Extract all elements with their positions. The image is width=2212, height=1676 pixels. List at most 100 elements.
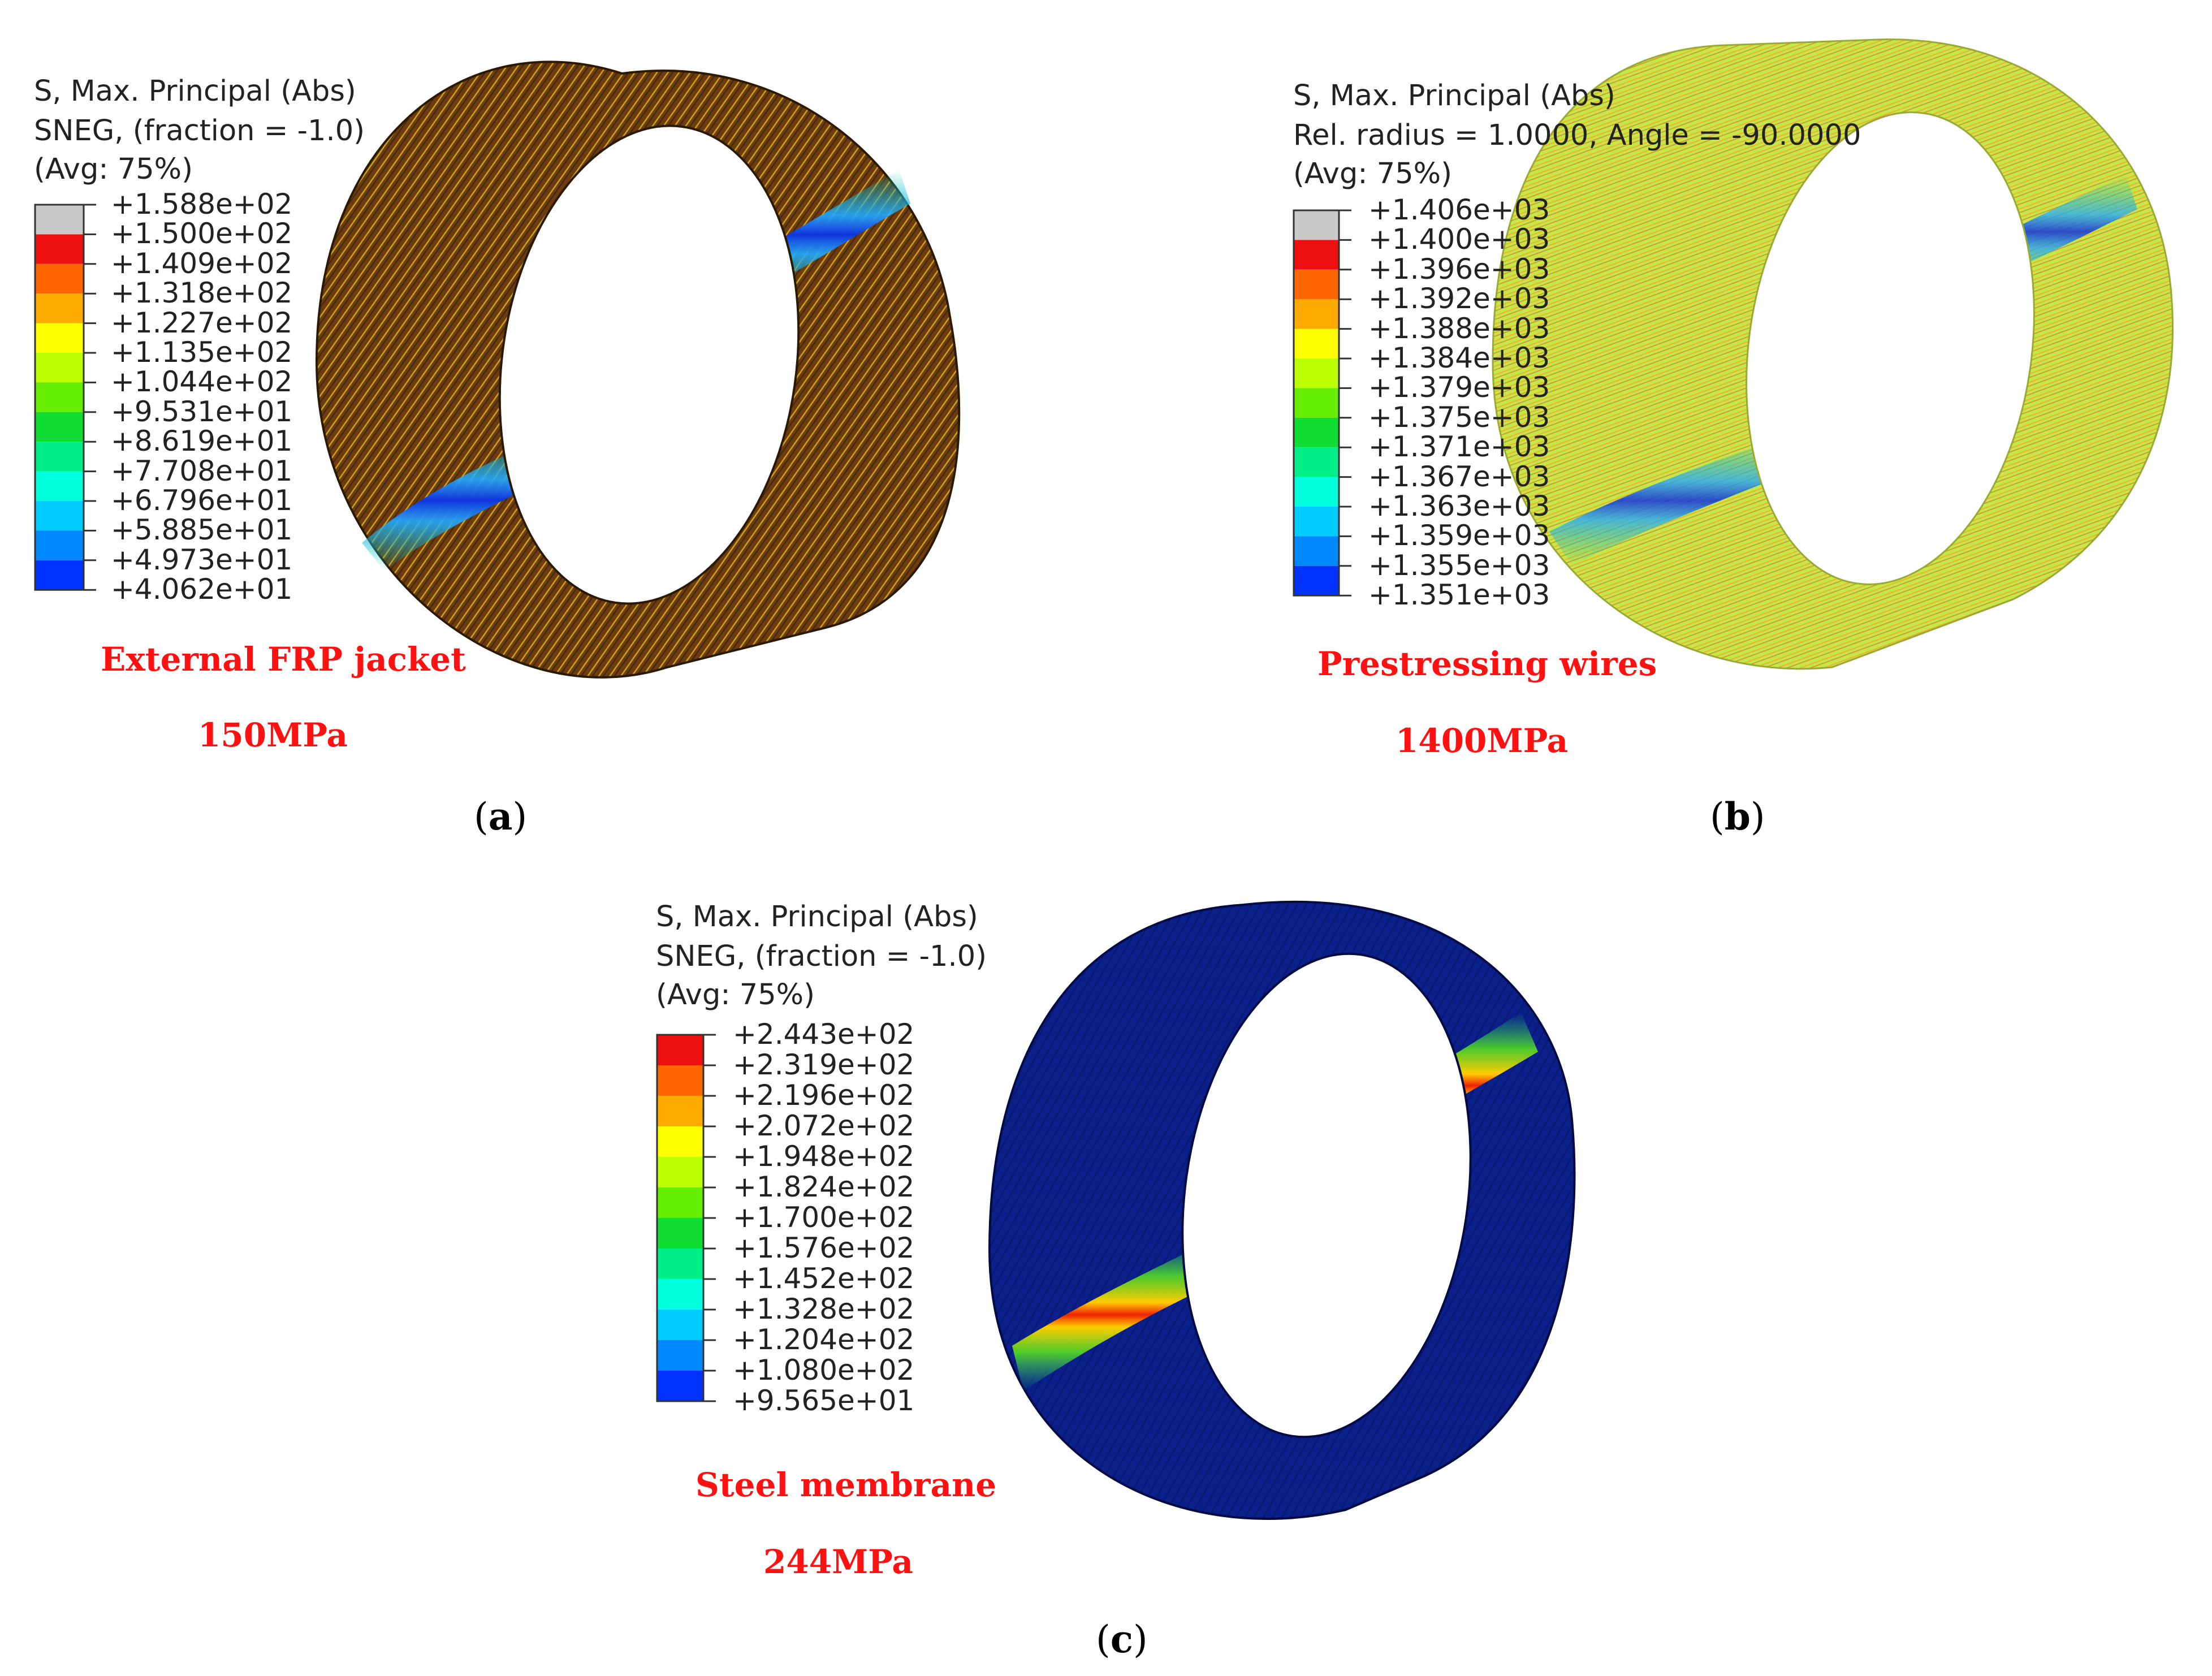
legend-tick-label: +1.363e+03 xyxy=(1368,490,1550,522)
legend-tick-label: +1.375e+03 xyxy=(1368,400,1550,434)
caption-b: (b) xyxy=(1710,794,1765,839)
legend-tick-label: +4.973e+01 xyxy=(111,543,293,576)
legend-swatch xyxy=(35,264,84,294)
legend-tick-label: +1.406e+03 xyxy=(1368,193,1550,226)
legend-tick-label: +6.796e+01 xyxy=(111,484,293,517)
legend-title-a-line2: SNEG, (fraction = -1.0) xyxy=(34,114,365,148)
legend-swatch xyxy=(1294,210,1339,240)
legend-swatch xyxy=(657,1371,703,1401)
legend-title-a-line3: (Avg: 75%) xyxy=(34,153,193,186)
legend-tick-label: +9.565e+01 xyxy=(733,1384,915,1417)
legend-swatch xyxy=(35,293,84,323)
legend-tick-label: +1.359e+03 xyxy=(1368,519,1550,552)
legend-title-b-line2: Rel. radius = 1.0000, Angle = -90.0000 xyxy=(1293,119,1861,152)
legend-swatch xyxy=(657,1218,703,1249)
prestressing-wires-cylinder xyxy=(1492,38,2174,670)
legend-swatch xyxy=(1294,329,1339,358)
legend-tick-label: +2.072e+02 xyxy=(733,1109,915,1142)
legend-swatch xyxy=(1294,240,1339,270)
legend-tick-label: +8.619e+01 xyxy=(111,425,293,458)
legend-colorbar-a xyxy=(34,204,96,591)
legend-colorbar-c xyxy=(656,1034,716,1402)
legend-swatch xyxy=(1294,507,1339,537)
legend-swatch xyxy=(1294,299,1339,329)
legend-colorbar-b xyxy=(1293,209,1351,597)
legend-title-a-line1: S, Max. Principal (Abs) xyxy=(34,75,356,108)
steel-membrane-cylinder xyxy=(988,900,1576,1521)
legend-title-c-line3: (Avg: 75%) xyxy=(656,978,815,1012)
legend-swatch xyxy=(1294,388,1339,418)
legend-tick-label: +1.318e+02 xyxy=(111,277,293,310)
legend-tick-label: +1.948e+02 xyxy=(733,1140,915,1173)
legend-tick-label: +1.044e+02 xyxy=(111,365,293,399)
legend-tick-label: +2.443e+02 xyxy=(733,1018,915,1051)
legend-swatch xyxy=(657,1157,703,1187)
max-stress-b: 1400MPa xyxy=(1396,722,1569,760)
legend-swatch xyxy=(1294,358,1339,388)
legend-swatch xyxy=(1294,477,1339,507)
legend-tick-label: +7.708e+01 xyxy=(111,454,293,487)
legend-swatch xyxy=(35,353,84,383)
legend-swatch xyxy=(1294,447,1339,477)
max-stress-c: 244MPa xyxy=(763,1543,913,1581)
legend-tick-label: +1.396e+03 xyxy=(1368,252,1550,286)
legend-tick-label: +1.500e+02 xyxy=(111,217,293,250)
legend-tick-label: +1.379e+03 xyxy=(1368,371,1550,404)
legend-tick-label: +9.531e+01 xyxy=(111,395,293,428)
legend-swatch xyxy=(657,1279,703,1310)
legend-tick-label: +1.576e+02 xyxy=(733,1232,915,1264)
legend-tick-label: +1.452e+02 xyxy=(733,1262,915,1295)
legend-swatch xyxy=(35,323,84,353)
legend-title-b-line3: (Avg: 75%) xyxy=(1293,157,1452,191)
legend-title-c-line2: SNEG, (fraction = -1.0) xyxy=(656,940,987,973)
legend-swatch xyxy=(1294,269,1339,300)
legend-tick-label: +1.135e+02 xyxy=(111,336,293,369)
legend-tick-label: +1.328e+02 xyxy=(733,1293,915,1325)
legend-tick-label: +1.351e+03 xyxy=(1368,578,1550,612)
legend-swatch xyxy=(657,1065,703,1096)
legend-swatch xyxy=(35,530,84,560)
legend-swatch xyxy=(657,1126,703,1157)
legend-swatch xyxy=(35,501,84,531)
legend-tick-label: +1.371e+03 xyxy=(1368,430,1550,464)
legend-tick-label: +2.319e+02 xyxy=(733,1048,915,1081)
legend-tick-label: +1.355e+03 xyxy=(1368,548,1550,582)
legend-tick-label: +1.388e+03 xyxy=(1368,312,1550,345)
legend-swatch xyxy=(35,412,84,442)
legend-frame xyxy=(34,204,85,591)
legend-tick-label: +1.824e+02 xyxy=(733,1170,915,1203)
legend-title-b-line1: S, Max. Principal (Abs) xyxy=(1293,79,1615,113)
legend-swatch xyxy=(657,1187,703,1218)
legend-tick-label: +1.409e+02 xyxy=(111,247,293,280)
component-name-a: External FRP jacket xyxy=(101,640,466,679)
legend-tick-label: +1.384e+03 xyxy=(1368,342,1550,374)
legend-tick-label: +1.227e+02 xyxy=(111,306,293,339)
legend-tick-label: +1.400e+03 xyxy=(1368,223,1550,256)
legend-swatch xyxy=(35,560,84,590)
caption-c: (c) xyxy=(1096,1617,1148,1661)
legend-swatch xyxy=(1294,565,1339,596)
legend-tick-label: +1.392e+03 xyxy=(1368,282,1550,316)
legend-swatch xyxy=(35,382,84,412)
legend-swatch xyxy=(1294,536,1339,566)
legend-frame xyxy=(1293,209,1340,597)
legend-swatch xyxy=(35,442,84,472)
legend-swatch xyxy=(35,234,84,264)
legend-tick-label: +1.080e+02 xyxy=(733,1354,915,1386)
caption-a: (a) xyxy=(474,794,528,839)
legend-tick-label: +2.196e+02 xyxy=(733,1079,915,1112)
component-name-c: Steel membrane xyxy=(695,1466,997,1504)
legend-swatch xyxy=(657,1340,703,1371)
max-stress-a: 150MPa xyxy=(198,716,348,754)
legend-tick-label: +4.062e+01 xyxy=(111,573,293,606)
legend-title-c-line1: S, Max. Principal (Abs) xyxy=(656,900,978,934)
legend-tick-label: +1.204e+02 xyxy=(733,1323,915,1356)
legend-swatch xyxy=(1294,417,1339,448)
legend-swatch xyxy=(657,1310,703,1340)
legend-tick-label: +1.588e+02 xyxy=(111,188,293,221)
legend-swatch xyxy=(35,205,84,235)
legend-tick-label: +1.700e+02 xyxy=(733,1201,915,1234)
frp-jacket-cylinder xyxy=(315,61,961,679)
legend-swatch xyxy=(657,1249,703,1279)
